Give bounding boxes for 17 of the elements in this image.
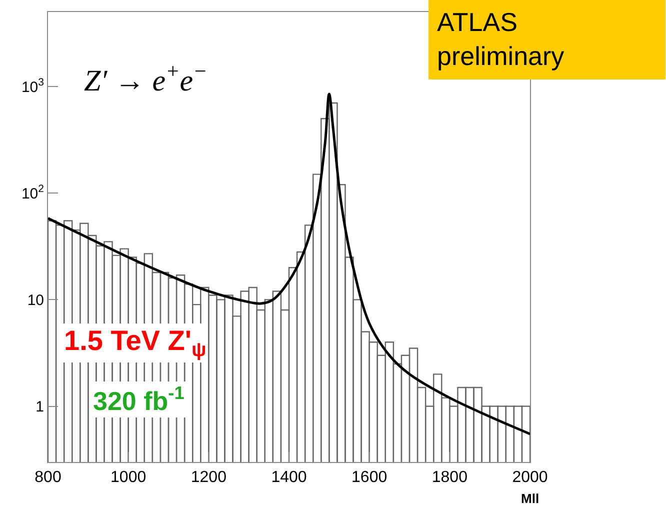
x-tick-label: 1800 [432,469,468,486]
x-tick-label: 2000 [512,469,548,486]
x-axis-title: Mll [521,491,540,506]
annotation: 1.5 TeV Z'$_{ψ}$ [64,325,206,361]
x-tick-label: 1400 [271,469,307,486]
x-tick-label: 1600 [352,469,388,486]
x-tick-label: 1000 [110,469,146,486]
line-series [48,92,530,436]
x-tick-label: 1200 [190,469,227,486]
annotation: Z′ → e$^{+}$e$^{−}$ [84,59,208,98]
y-tick-label: 10$^{2}$ [21,183,44,202]
y-tick-label: 10$^{3}$ [21,76,44,96]
x-tick-label: 800 [34,469,62,486]
y-tick-label: 10 [27,292,44,309]
annotation: ATLAS preliminary [437,7,564,71]
annotation: 320 fb$^{-1}$ [93,383,184,416]
y-tick-label: 1 [36,398,44,416]
